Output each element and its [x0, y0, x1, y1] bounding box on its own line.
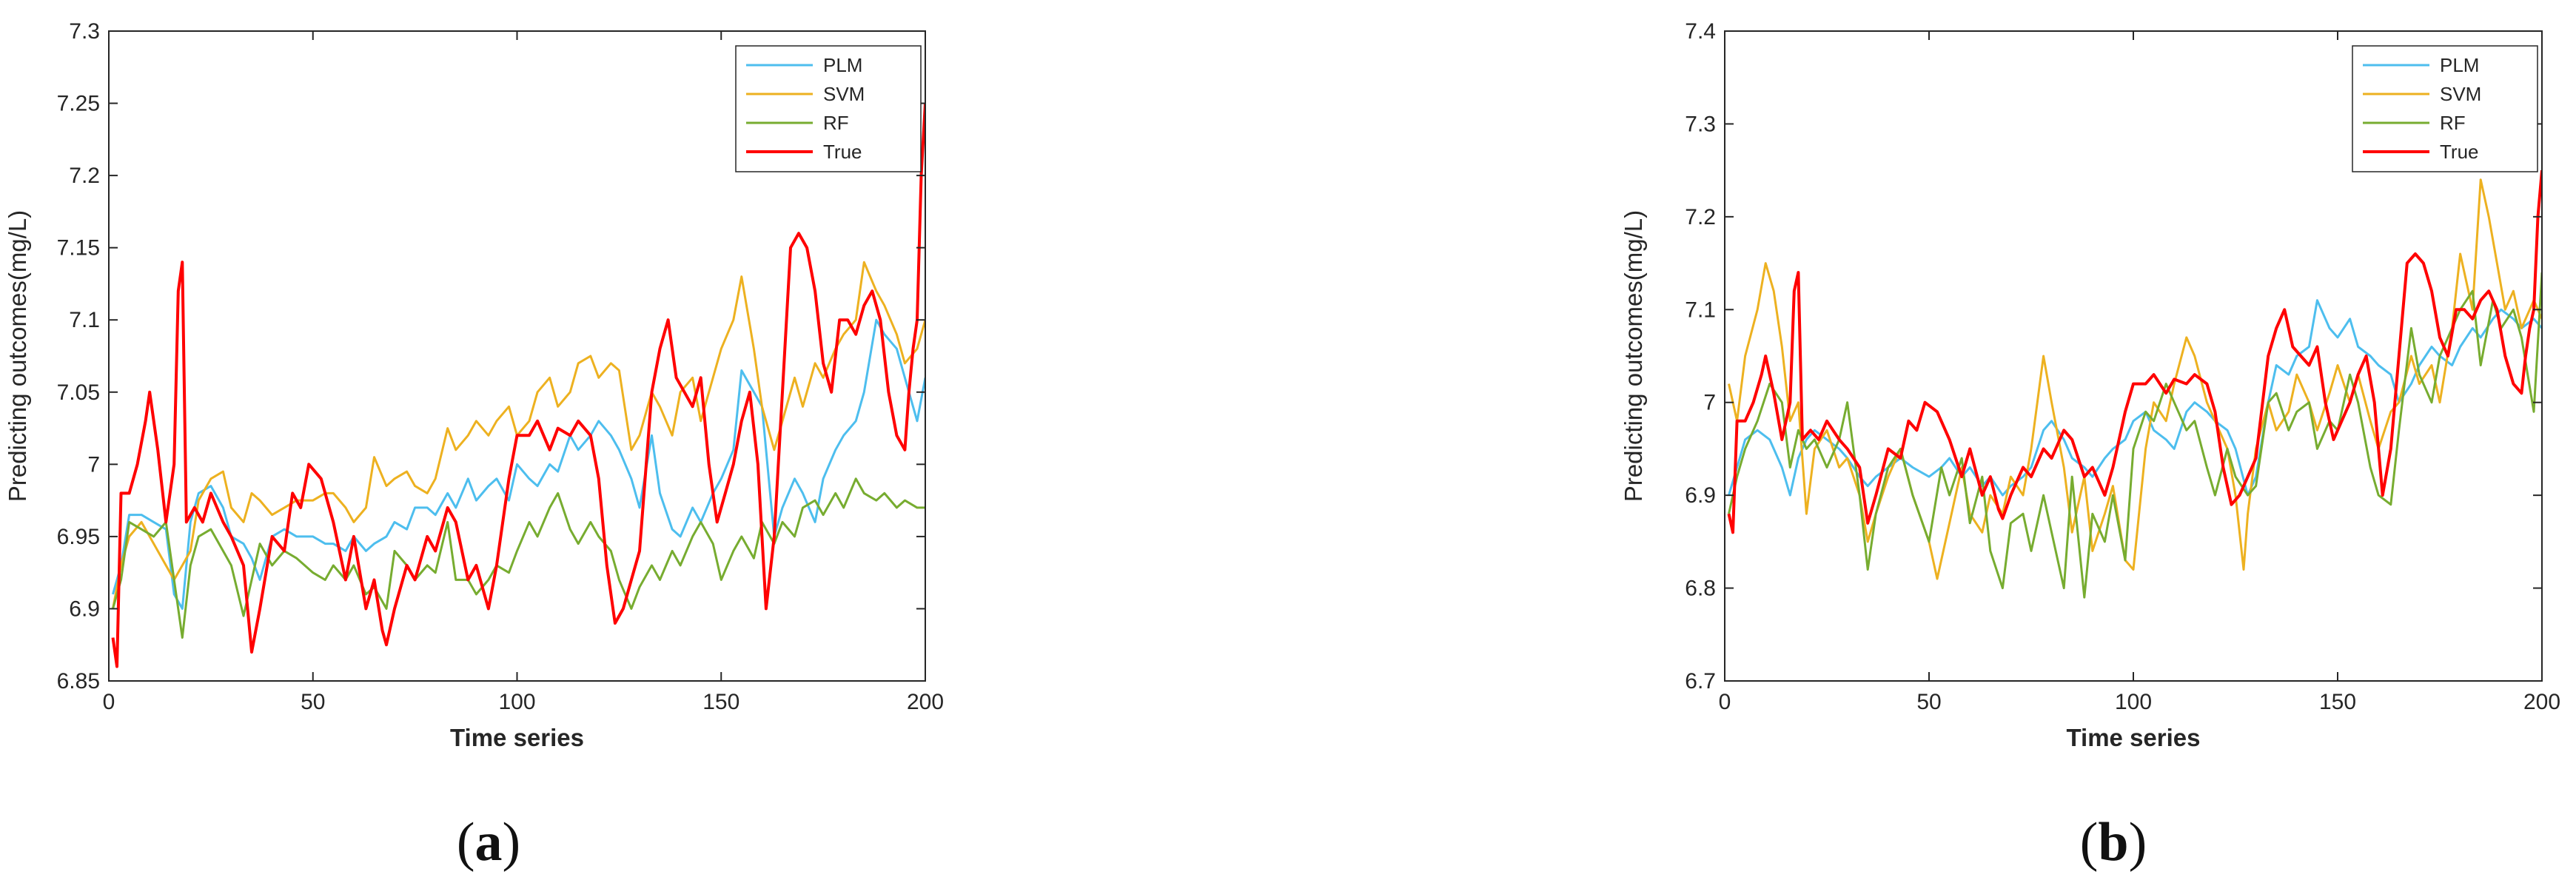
y-tick-label: 7.1: [1685, 298, 1716, 322]
chart-panel-a: 0 50 100 150 200 6.85 6.9 6.95 7 7.05 7.1 7.15 7.2 7.…: [4, 19, 944, 873]
y-tick-label: 7.3: [69, 19, 100, 44]
y-tick-label: 7: [1703, 391, 1716, 415]
y-tick-label: 6.9: [69, 597, 100, 621]
y-tick-label: 7.2: [69, 164, 100, 188]
caption-letter: a: [475, 812, 503, 873]
x-axis-label: Time series: [450, 724, 584, 751]
y-tick-label: 6.95: [57, 525, 100, 549]
legend-label-rf: RF: [823, 112, 849, 134]
legend: PLM SVM RF True: [735, 45, 922, 172]
series-line-svm: [112, 261, 925, 609]
y-tick-label: 7.4: [1685, 19, 1716, 44]
caption-close-paren: ): [503, 812, 521, 873]
series-line-rf: [1728, 272, 2542, 599]
y-tick-label: 7.1: [69, 308, 100, 332]
series-group: [1727, 169, 2542, 599]
x-tick-label: 200: [2523, 690, 2560, 714]
series-line-true: [111, 103, 925, 668]
series-group: [111, 103, 925, 668]
legend-label-true: True: [2440, 141, 2479, 163]
legend-label-plm: PLM: [2440, 54, 2479, 76]
legend: PLM SVM RF True: [2352, 45, 2538, 172]
y-tick-label: 7: [87, 452, 100, 477]
x-tick-label: 100: [498, 690, 535, 714]
x-tick-label: 100: [2115, 690, 2152, 714]
x-tick-label: 50: [1916, 690, 1941, 714]
x-tick-label: 150: [2319, 690, 2356, 714]
x-axis-label: Time series: [2066, 724, 2200, 751]
legend-label-plm: PLM: [823, 54, 862, 76]
panel-caption: (a): [457, 812, 520, 873]
legend-label-svm: SVM: [2440, 83, 2481, 105]
series-line-rf: [112, 477, 925, 639]
x-tick-label: 0: [1719, 690, 1731, 714]
caption-open-paren: (: [457, 812, 475, 873]
caption-letter: b: [2098, 812, 2128, 873]
series-line-plm: [112, 318, 925, 610]
y-tick-label: 6.9: [1685, 483, 1716, 508]
y-tick-label: 7.3: [1685, 112, 1716, 136]
y-tick-label: 6.7: [1685, 669, 1716, 694]
x-tick-label: 50: [301, 690, 325, 714]
y-axis-label: Predicting outcomes(mg/L): [4, 210, 31, 502]
x-tick-label: 200: [907, 690, 944, 714]
y-tick-label: 7.2: [1685, 205, 1716, 229]
panel-caption: (b): [2080, 812, 2147, 873]
x-tick-label: 0: [103, 690, 115, 714]
y-axis-label: Predicting outcomes(mg/L): [1620, 210, 1647, 502]
y-tick-label: 7.15: [57, 236, 100, 261]
legend-label-rf: RF: [2440, 112, 2466, 134]
y-tick-label: 7.05: [57, 380, 100, 405]
caption-close-paren: ): [2129, 812, 2147, 873]
chart-panel-b: 0 50 100 150 200 6.7 6.8 6.9 7 7.1 7.2 7.3 7.4 Time s…: [1620, 19, 2560, 873]
y-tick-label: 6.85: [57, 669, 100, 694]
series-line-svm: [1728, 178, 2542, 580]
legend-label-true: True: [823, 141, 862, 163]
series-line-true: [1727, 169, 2542, 534]
y-tick-label: 6.8: [1685, 577, 1716, 601]
y-tick-label: 7.25: [57, 92, 100, 116]
x-tick-label: 150: [702, 690, 739, 714]
legend-label-svm: SVM: [823, 83, 865, 105]
caption-open-paren: (: [2080, 812, 2099, 873]
